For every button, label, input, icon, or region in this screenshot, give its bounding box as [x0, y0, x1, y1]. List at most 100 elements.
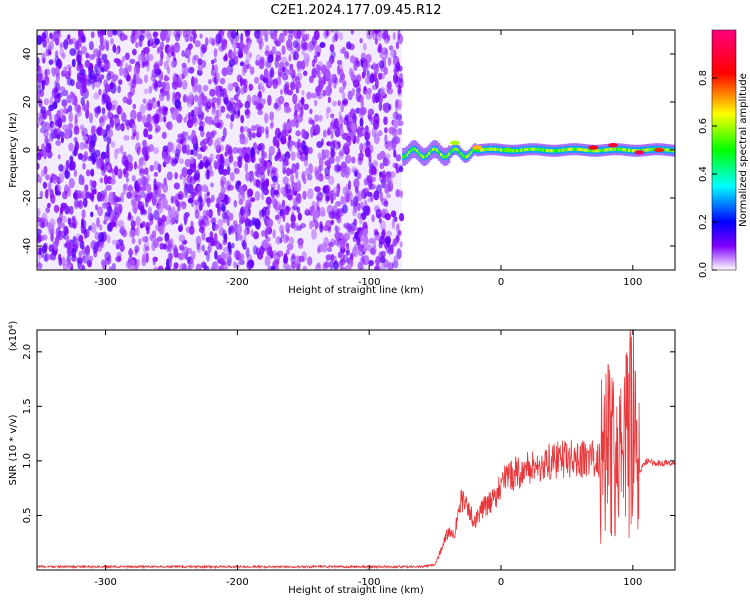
heatmap-cell [163, 90, 168, 96]
heatmap-cell [103, 219, 107, 225]
heatmap-cell [117, 219, 125, 228]
x-tick-label: 100 [623, 577, 642, 588]
heatmap-cell [228, 145, 233, 156]
heatmap-cell [373, 64, 379, 75]
signal-band-core [464, 155, 467, 159]
heatmap-cell [365, 190, 370, 196]
heatmap-cell [131, 135, 136, 140]
heatmap-cell [55, 227, 61, 239]
signal-band-core [488, 147, 491, 151]
heatmap-cell [160, 183, 164, 189]
heatmap-cell [274, 154, 279, 162]
heatmap-cell [90, 222, 97, 234]
heatmap-cell [292, 40, 299, 49]
heatmap-cell [129, 259, 136, 270]
heatmap-cell [186, 174, 193, 184]
heatmap-cell [307, 256, 313, 266]
heatmap-cell [222, 229, 227, 240]
heatmap-cell [219, 77, 226, 85]
heatmap-cell [240, 206, 246, 215]
heatmap-cell [161, 214, 167, 223]
heatmap-cell [396, 233, 400, 244]
heatmap-cell [280, 186, 286, 195]
heatmap-cell [105, 150, 110, 159]
heatmap-cell [74, 40, 82, 50]
heatmap-cell [128, 211, 132, 220]
signal-band-core [468, 153, 471, 157]
heatmap-cell [258, 166, 265, 176]
heatmap-cell [58, 164, 64, 172]
heatmap-cell [99, 116, 104, 124]
heatmap-cell [259, 157, 263, 164]
heatmap-cell [373, 190, 380, 201]
heatmap-cell [295, 130, 301, 137]
heatmap-cell [276, 250, 284, 257]
signal-band-core [418, 151, 421, 155]
heatmap-cell [283, 253, 288, 264]
heatmap-cell [111, 263, 116, 270]
heatmap-cell [199, 33, 203, 39]
heatmap-cell [208, 37, 214, 45]
heatmap-cell [188, 111, 192, 120]
heatmap-cell [340, 73, 346, 81]
heatmap-cell [392, 55, 400, 67]
heatmap-cell [222, 127, 227, 139]
heatmap-cell [79, 141, 85, 151]
heatmap-cell [383, 116, 388, 125]
heatmap-cell [278, 155, 283, 162]
heatmap-cell [91, 133, 97, 144]
heatmap-cell [277, 218, 281, 225]
heatmap-cell [166, 53, 171, 63]
signal-band-core [448, 152, 451, 156]
signal-band-core [490, 147, 493, 151]
heatmap-cell [63, 67, 68, 74]
heatmap-cell [220, 105, 226, 113]
heatmap-cell [282, 211, 286, 222]
heatmap-cell [135, 131, 140, 141]
heatmap-cell [207, 242, 212, 253]
heatmap-cell [48, 59, 54, 65]
heatmap-cell [244, 152, 250, 163]
heatmap-cell [161, 131, 167, 139]
heatmap-cell [205, 160, 211, 167]
heatmap-cell [244, 218, 251, 227]
heatmap-cell [237, 155, 242, 162]
heatmap-cell [217, 204, 221, 213]
heatmap-cell [44, 69, 48, 77]
heatmap-cell [216, 94, 222, 104]
y-axis-bottom: 0.5 1.0 1.5 2.0 [22, 344, 675, 523]
heatmap-cell [267, 78, 273, 87]
heatmap-cell [240, 153, 245, 159]
signal-band-core [516, 148, 519, 153]
signal-band-core [514, 149, 517, 153]
heatmap-cell [228, 155, 234, 163]
heatmap-cell [195, 263, 202, 270]
heatmap-cell [68, 67, 72, 78]
heatmap-cell [135, 216, 141, 227]
heatmap-cell [247, 188, 254, 197]
heatmap-cell [40, 168, 46, 177]
heatmap-cell [265, 196, 272, 205]
heatmap-cell [82, 255, 86, 261]
heatmap-cell [307, 146, 313, 155]
heatmap-cell [204, 116, 211, 123]
heatmap-cell [359, 38, 363, 44]
heatmap-cell [291, 210, 295, 222]
signal-band-core [646, 148, 649, 152]
heatmap-cell [285, 39, 293, 49]
heatmap-cell [48, 181, 52, 190]
signal-band-core [534, 147, 537, 151]
heatmap-cell [157, 204, 164, 214]
heatmap-cell [93, 106, 101, 113]
heatmap-cell [66, 77, 73, 86]
heatmap-cell [38, 250, 42, 256]
heatmap-cell [162, 182, 169, 193]
heatmap-cell [337, 100, 341, 107]
colorbar-tick-label: 0.6 [698, 118, 709, 134]
heatmap-cell [112, 30, 118, 36]
heatmap-cell [277, 147, 281, 158]
heatmap-cell [232, 160, 240, 167]
heatmap-cell [146, 228, 150, 235]
heatmap-cell [254, 163, 259, 171]
signal-band-core [532, 147, 535, 151]
